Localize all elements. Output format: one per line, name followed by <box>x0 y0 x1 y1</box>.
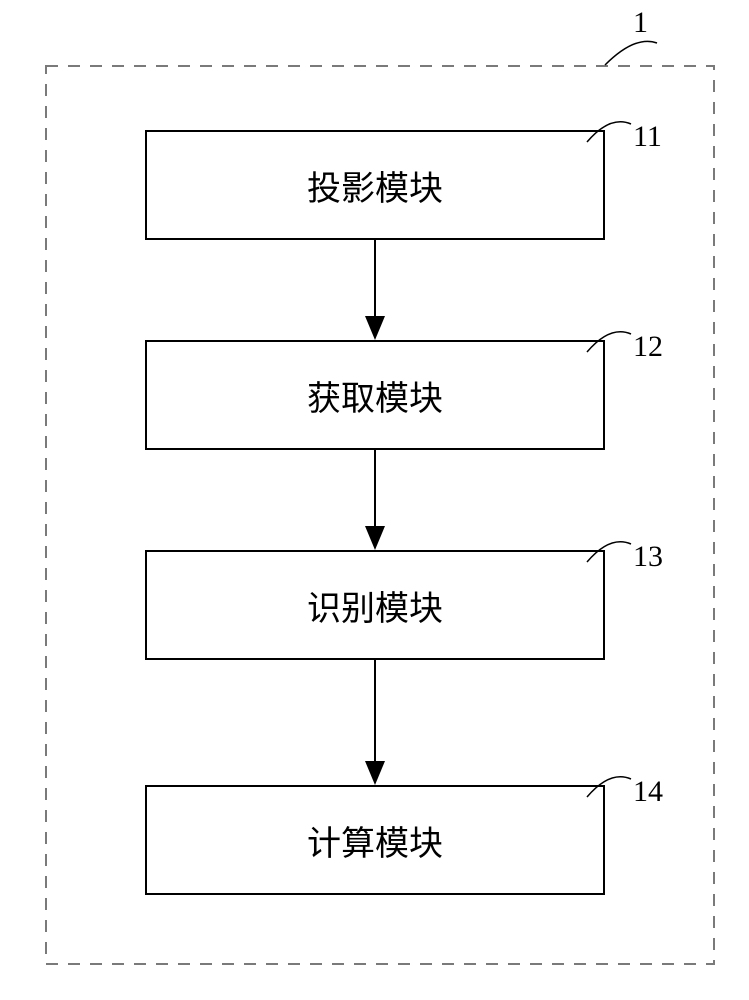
arrow-acquire-to-recognize <box>365 450 385 550</box>
arrows-root <box>0 0 749 1000</box>
arrow-recognize-to-compute <box>365 660 385 785</box>
arrow-projection-to-acquire <box>365 240 385 340</box>
